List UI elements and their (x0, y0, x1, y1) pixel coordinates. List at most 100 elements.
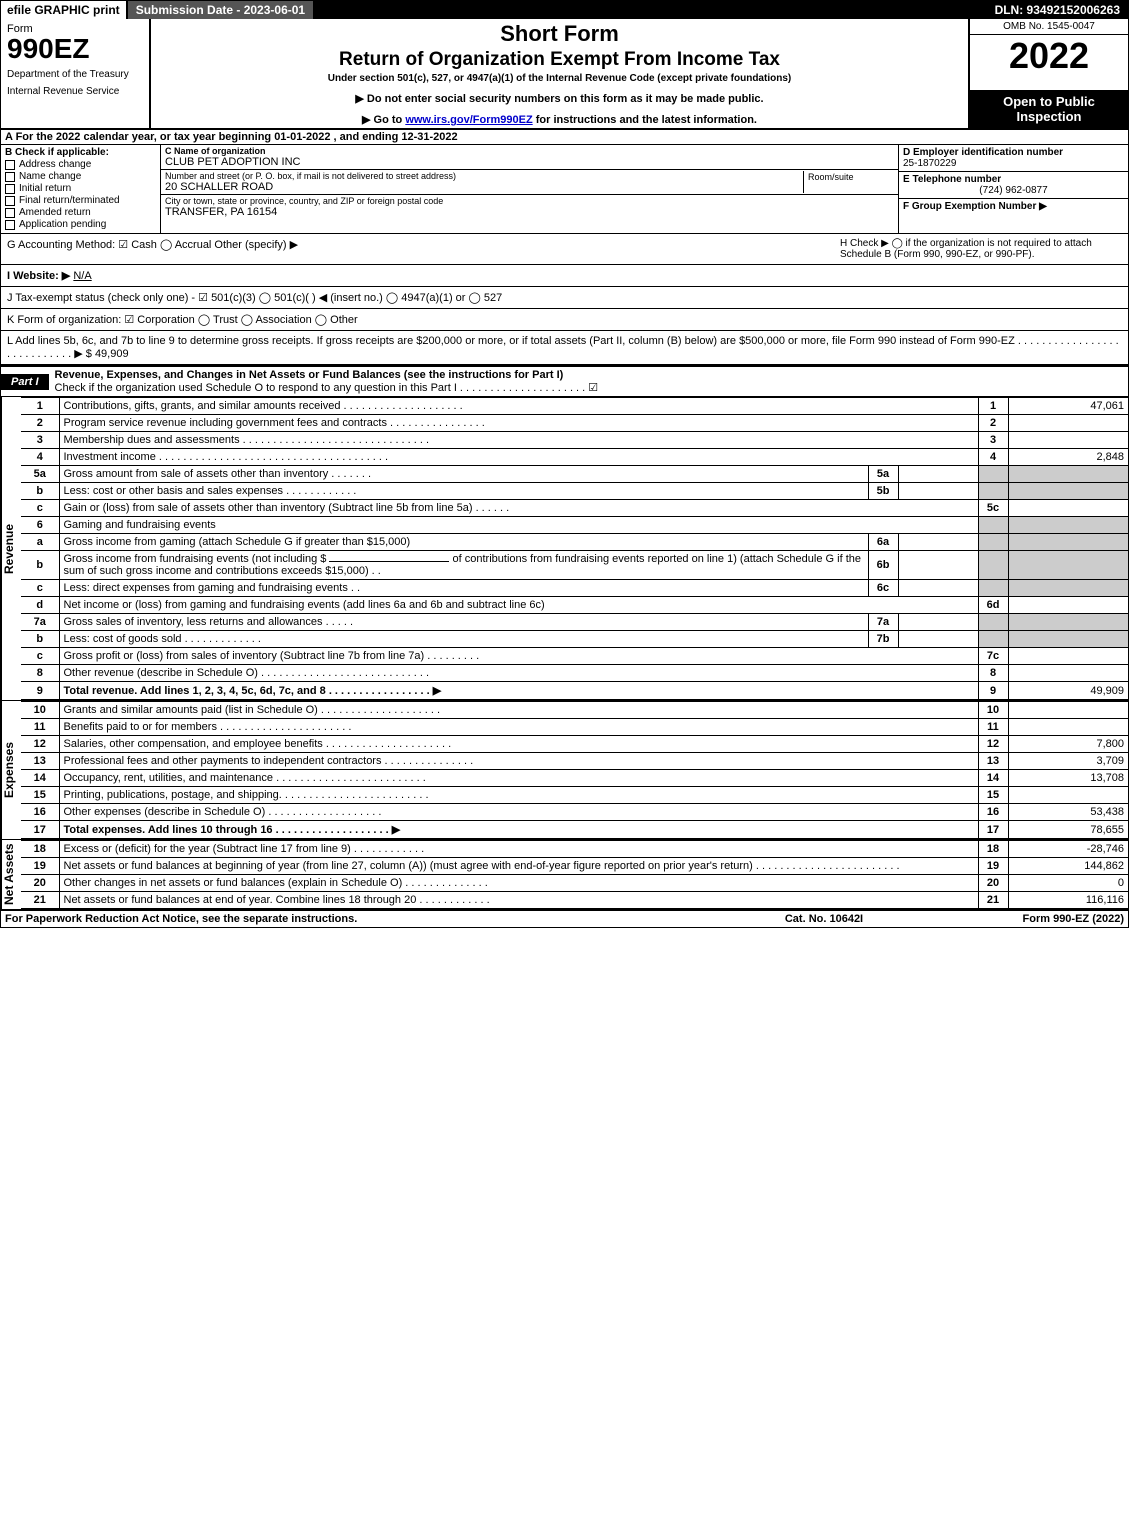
line-g-h: G Accounting Method: ☑ Cash ◯ Accrual Ot… (1, 234, 1128, 265)
address-cell: Number and street (or P. O. box, if mail… (161, 170, 898, 195)
ssn-warning: ▶ Do not enter social security numbers o… (157, 92, 962, 105)
checkbox-icon (5, 184, 15, 194)
row-21: 21Net assets or fund balances at end of … (21, 892, 1128, 909)
row-7a: 7aGross sales of inventory, less returns… (21, 614, 1128, 631)
row-10: 10Grants and similar amounts paid (list … (21, 702, 1128, 719)
chk-amended-return[interactable]: Amended return (5, 207, 156, 218)
line-j: J Tax-exempt status (check only one) - ☑… (1, 287, 1128, 309)
website-value: N/A (73, 270, 91, 282)
checkbox-icon (5, 172, 15, 182)
title-short-form: Short Form (157, 21, 962, 47)
row-17: 17Total expenses. Add lines 10 through 1… (21, 821, 1128, 839)
row-8: 8Other revenue (describe in Schedule O) … (21, 665, 1128, 682)
box-f: F Group Exemption Number ▶ (899, 199, 1128, 233)
org-name-value: CLUB PET ADOPTION INC (165, 156, 894, 168)
netassets-side-label: Net Assets (1, 840, 21, 909)
line-l: L Add lines 5b, 6c, and 7b to line 9 to … (1, 331, 1128, 365)
page-footer: For Paperwork Reduction Act Notice, see … (1, 911, 1128, 927)
goto-prefix: ▶ Go to (362, 114, 405, 126)
box-def: D Employer identification number 25-1870… (898, 145, 1128, 233)
chk-application-pending[interactable]: Application pending (5, 219, 156, 230)
efile-print-label: efile GRAPHIC print (1, 1, 128, 19)
submission-date: Submission Date - 2023-06-01 (128, 1, 315, 19)
row-7b: bLess: cost of goods sold . . . . . . . … (21, 631, 1128, 648)
row-6a: aGross income from gaming (attach Schedu… (21, 534, 1128, 551)
room-label: Room/suite (808, 172, 890, 182)
org-name-label: C Name of organization (165, 146, 894, 156)
expenses-table: 10Grants and similar amounts paid (list … (21, 701, 1128, 839)
row-1: 1Contributions, gifts, grants, and simil… (21, 398, 1128, 415)
row-13: 13Professional fees and other payments t… (21, 753, 1128, 770)
row-11: 11Benefits paid to or for members . . . … (21, 719, 1128, 736)
row-16: 16Other expenses (describe in Schedule O… (21, 804, 1128, 821)
phone-value: (724) 962-0877 (903, 185, 1124, 196)
website-label: I Website: ▶ (7, 270, 70, 282)
org-name-cell: C Name of organization CLUB PET ADOPTION… (161, 145, 898, 170)
row-12: 12Salaries, other compensation, and empl… (21, 736, 1128, 753)
chk-name-change[interactable]: Name change (5, 171, 156, 182)
form-number: 990EZ (7, 35, 143, 63)
city-value: TRANSFER, PA 16154 (165, 206, 894, 218)
row-6: 6Gaming and fundraising events (21, 517, 1128, 534)
org-info-section: B Check if applicable: Address change Na… (1, 145, 1128, 234)
line-g: G Accounting Method: ☑ Cash ◯ Accrual Ot… (7, 238, 832, 251)
part1-bar: Part I Revenue, Expenses, and Changes in… (1, 365, 1128, 397)
line-k: K Form of organization: ☑ Corporation ◯ … (1, 309, 1128, 331)
goto-suffix: for instructions and the latest informat… (533, 114, 757, 126)
open-to-public: Open to Public Inspection (970, 90, 1128, 128)
form-990ez: efile GRAPHIC print Submission Date - 20… (0, 0, 1129, 928)
dln: DLN: 93492152006263 (987, 1, 1128, 19)
row-5a: 5aGross amount from sale of assets other… (21, 466, 1128, 483)
expenses-side-label: Expenses (1, 701, 21, 839)
line-a-tax-year: A For the 2022 calendar year, or tax yea… (1, 130, 1128, 145)
row-5b: bLess: cost or other basis and sales exp… (21, 483, 1128, 500)
box-c: C Name of organization CLUB PET ADOPTION… (161, 145, 898, 233)
row-19: 19Net assets or fund balances at beginni… (21, 858, 1128, 875)
dept-treasury: Department of the Treasury (7, 69, 143, 80)
box-e: E Telephone number (724) 962-0877 (899, 172, 1128, 199)
form-header: Form 990EZ Department of the Treasury In… (1, 19, 1128, 130)
checkbox-icon (5, 208, 15, 218)
phone-label: E Telephone number (903, 174, 1124, 185)
row-20: 20Other changes in net assets or fund ba… (21, 875, 1128, 892)
row-15: 15Printing, publications, postage, and s… (21, 787, 1128, 804)
box-b-label: B Check if applicable: (5, 147, 156, 158)
header-right: OMB No. 1545-0047 2022 Open to Public In… (968, 19, 1128, 128)
netassets-section: Net Assets 18Excess or (deficit) for the… (1, 840, 1128, 911)
row-7c: cGross profit or (loss) from sales of in… (21, 648, 1128, 665)
blank-underline (329, 561, 449, 562)
box-d: D Employer identification number 25-1870… (899, 145, 1128, 172)
group-exemption-label: F Group Exemption Number ▶ (903, 201, 1124, 212)
row-6d: dNet income or (loss) from gaming and fu… (21, 597, 1128, 614)
under-section: Under section 501(c), 527, or 4947(a)(1)… (157, 73, 962, 84)
checkbox-icon (5, 220, 15, 230)
part1-title: Revenue, Expenses, and Changes in Net As… (49, 367, 605, 396)
line-l-amount: 49,909 (95, 348, 129, 360)
row-6b: bGross income from fundraising events (n… (21, 551, 1128, 580)
topbar: efile GRAPHIC print Submission Date - 20… (1, 1, 1128, 19)
revenue-table: 1Contributions, gifts, grants, and simil… (21, 397, 1128, 700)
ein-label: D Employer identification number (903, 147, 1124, 158)
header-mid: Short Form Return of Organization Exempt… (151, 19, 968, 128)
line-h: H Check ▶ ◯ if the organization is not r… (832, 238, 1122, 260)
address-value: 20 SCHALLER ROAD (165, 181, 803, 193)
header-left: Form 990EZ Department of the Treasury In… (1, 19, 151, 128)
checkbox-icon (5, 160, 15, 170)
row-14: 14Occupancy, rent, utilities, and mainte… (21, 770, 1128, 787)
irs-link[interactable]: www.irs.gov/Form990EZ (405, 114, 532, 126)
row-3: 3Membership dues and assessments . . . .… (21, 432, 1128, 449)
chk-final-return[interactable]: Final return/terminated (5, 195, 156, 206)
address-label: Number and street (or P. O. box, if mail… (165, 171, 803, 181)
ein-value: 25-1870229 (903, 158, 1124, 169)
paperwork-notice: For Paperwork Reduction Act Notice, see … (5, 913, 724, 925)
chk-initial-return[interactable]: Initial return (5, 183, 156, 194)
goto-note: ▶ Go to www.irs.gov/Form990EZ for instru… (157, 113, 962, 126)
row-5c: cGain or (loss) from sale of assets othe… (21, 500, 1128, 517)
checkbox-icon (5, 196, 15, 206)
title-return: Return of Organization Exempt From Incom… (157, 49, 962, 71)
chk-address-change[interactable]: Address change (5, 159, 156, 170)
part1-checknote: Check if the organization used Schedule … (55, 382, 599, 394)
revenue-section: Revenue 1Contributions, gifts, grants, a… (1, 397, 1128, 701)
expenses-section: Expenses 10Grants and similar amounts pa… (1, 701, 1128, 840)
cat-no: Cat. No. 10642I (724, 913, 924, 925)
